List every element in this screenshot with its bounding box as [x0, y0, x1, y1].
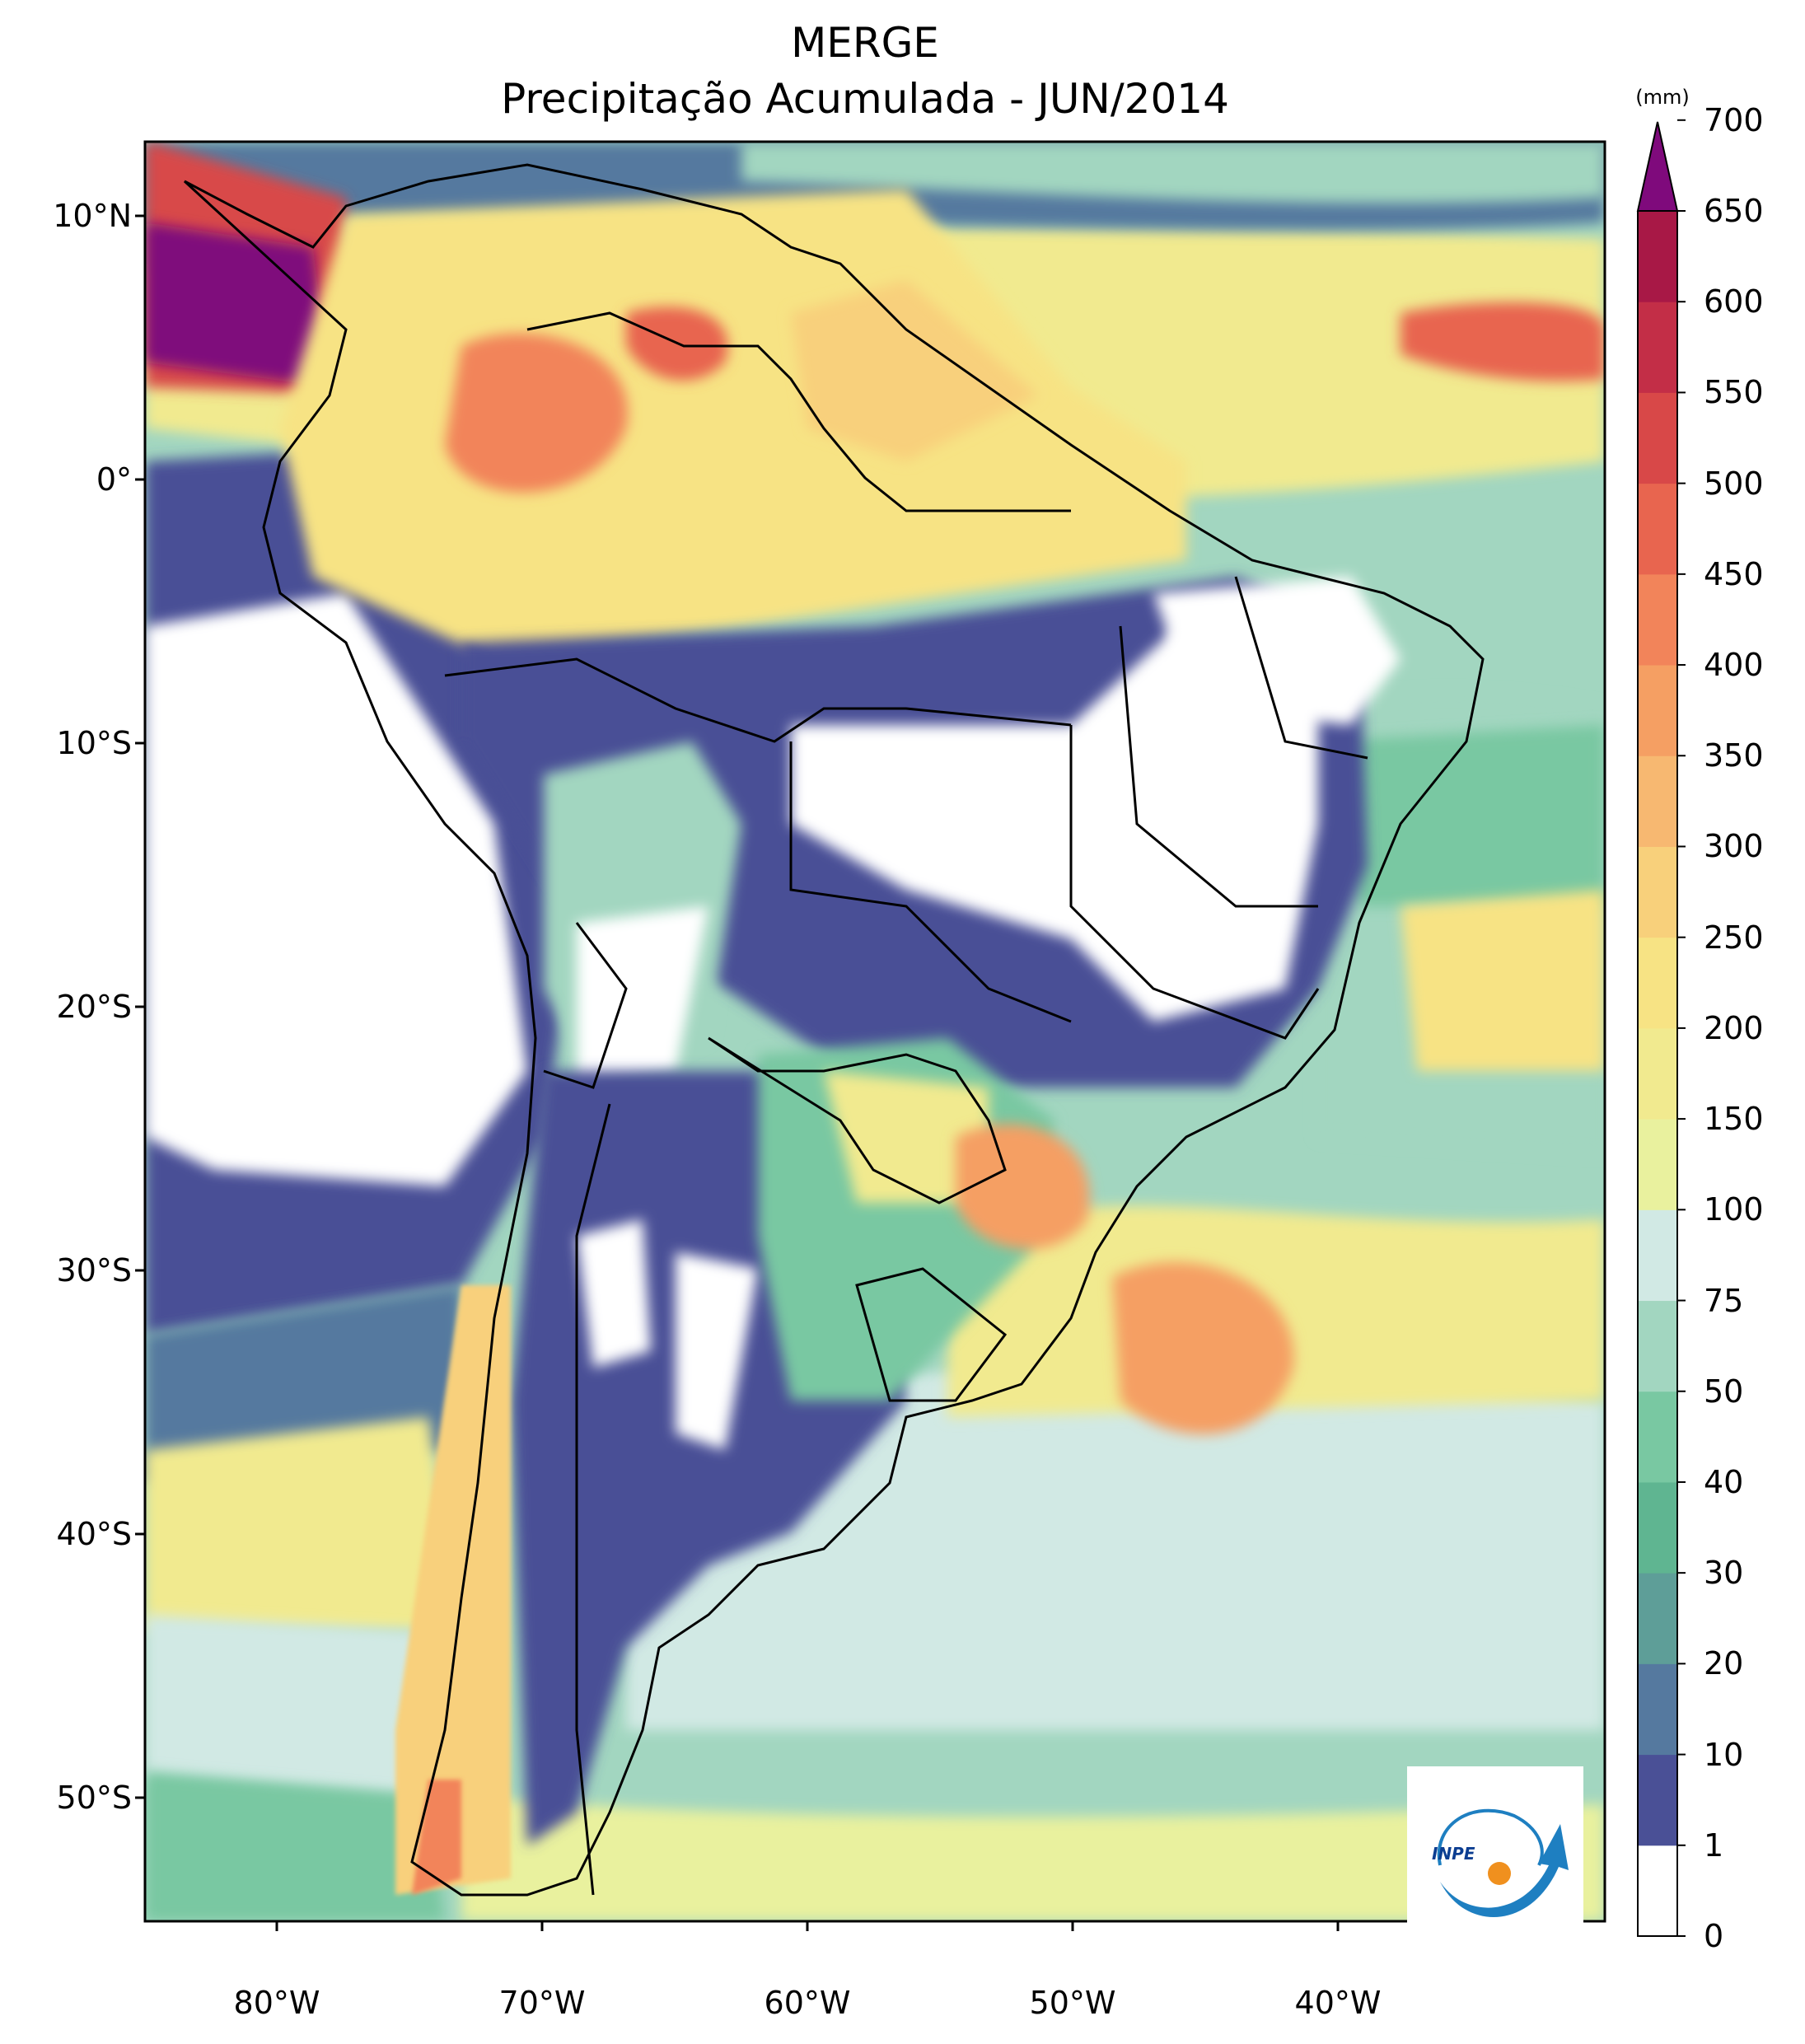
colorbar-swatch	[1638, 573, 1677, 666]
colorbar-swatch	[1638, 1663, 1677, 1756]
colorbar-tick-label: 200	[1704, 1009, 1764, 1046]
colorbar-swatch	[1638, 302, 1677, 393]
lon-label-40w: 40°W	[1294, 1985, 1382, 2021]
lat-label-10s: 10°S	[56, 725, 132, 761]
colorbar-tick-label: 150	[1704, 1101, 1764, 1138]
lat-label-40s: 40°S	[56, 1516, 132, 1552]
lat-label-20s: 20°S	[56, 989, 132, 1025]
colorbar-swatch	[1638, 846, 1677, 938]
lat-label-0: 0°	[96, 461, 132, 498]
colorbar-tick-label: 350	[1704, 737, 1764, 774]
colorbar-tick-label: 250	[1704, 919, 1764, 956]
colorbar	[1636, 119, 1686, 1937]
colorbar-tick-label: 400	[1704, 647, 1764, 684]
lon-label-60w: 60°W	[764, 1985, 851, 2021]
colorbar-swatch	[1638, 1027, 1677, 1120]
colorbar-swatch	[1638, 211, 1677, 302]
inpe-logo: INPE	[1407, 1766, 1583, 1941]
colorbar-swatch	[1638, 1209, 1677, 1302]
colorbar-tick-label: 30	[1704, 1555, 1744, 1592]
precip-field	[145, 142, 1605, 1921]
colorbar-tick-label: 700	[1704, 101, 1764, 138]
colorbar-tick-label: 40	[1704, 1463, 1744, 1500]
colorbar-swatch	[1638, 1754, 1677, 1846]
colorbar-swatch	[1638, 1481, 1677, 1574]
country-borders	[183, 163, 1485, 1897]
map-title: MERGE	[791, 19, 939, 67]
lon-label-50w: 50°W	[1029, 1985, 1116, 2021]
colorbar-tick-label: 100	[1704, 1191, 1764, 1228]
colorbar-tick-label: 10	[1704, 1736, 1744, 1773]
axis-ticks	[135, 214, 1340, 1931]
map-frame	[143, 140, 1606, 1923]
colorbar-swatch	[1638, 483, 1677, 575]
lat-label-30s: 30°S	[56, 1252, 132, 1289]
colorbar-tick-label: 450	[1704, 555, 1764, 592]
colorbar-swatch	[1638, 1845, 1677, 1937]
colorbar-swatch	[1638, 1573, 1677, 1664]
map-subtitle: Precipitação Acumulada - JUN/2014	[501, 75, 1229, 123]
lon-label-70w: 70°W	[498, 1985, 586, 2021]
colorbar-swatch	[1638, 937, 1677, 1029]
colorbar-swatch	[1638, 755, 1677, 847]
colorbar-tick-label: 500	[1704, 465, 1764, 502]
colorbar-tick-label: 300	[1704, 828, 1764, 865]
colorbar-frame	[1637, 211, 1678, 1937]
lat-label-10n: 10°N	[53, 198, 132, 234]
colorbar-tick-label: 550	[1704, 374, 1764, 411]
logo-text: INPE	[1432, 1844, 1475, 1864]
colorbar-tick-label: 75	[1704, 1282, 1744, 1319]
colorbar-tick-label: 1	[1704, 1827, 1724, 1864]
lat-label-50s: 50°S	[56, 1780, 132, 1816]
colorbar-tick-label: 50	[1704, 1373, 1744, 1410]
colorbar-unit: (mm)	[1635, 86, 1690, 109]
colorbar-swatch	[1638, 1391, 1677, 1483]
colorbar-swatch	[1638, 665, 1677, 756]
colorbar-swatch	[1638, 1119, 1677, 1210]
colorbar-swatch	[1638, 392, 1677, 484]
logo-graphic	[1437, 1808, 1569, 1917]
colorbar-extend-arrow	[1636, 121, 1679, 212]
colorbar-swatch	[1638, 1300, 1677, 1392]
colorbar-tick-label: 600	[1704, 283, 1764, 320]
colorbar-tick-label: 0	[1704, 1918, 1724, 1954]
colorbar-tick-label: 650	[1704, 193, 1764, 229]
lon-label-80w: 80°W	[233, 1985, 320, 2021]
colorbar-tick-label: 20	[1704, 1645, 1744, 1682]
